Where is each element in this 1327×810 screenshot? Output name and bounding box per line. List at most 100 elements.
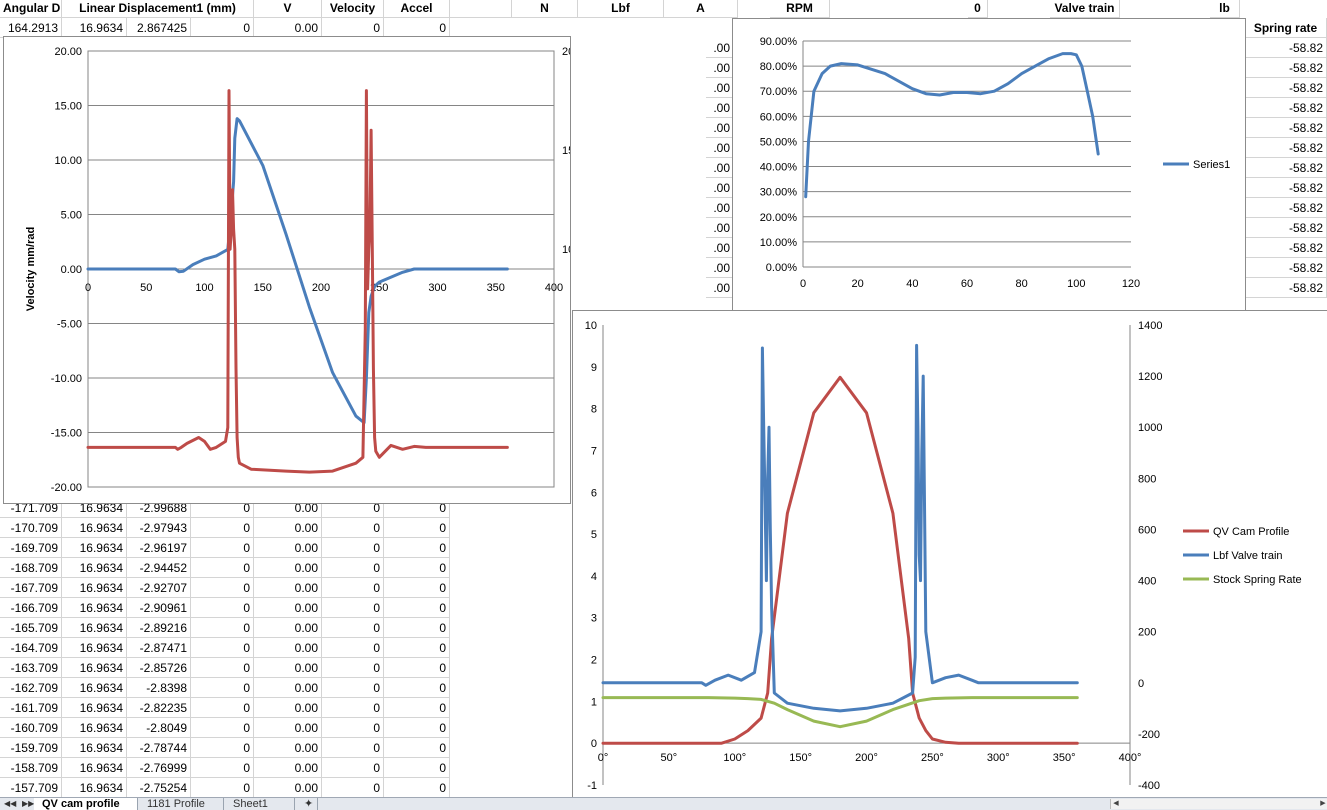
table-cell[interactable]: .00: [706, 198, 734, 218]
table-cell[interactable]: 0: [191, 578, 254, 598]
table-cell[interactable]: 16.9634: [62, 638, 127, 658]
table-cell[interactable]: 0: [191, 18, 254, 38]
table-cell[interactable]: -2.89216: [127, 618, 191, 638]
column-header[interactable]: Accel: [384, 0, 450, 18]
table-cell[interactable]: 0: [191, 558, 254, 578]
insert-sheet-icon[interactable]: ✦: [296, 798, 318, 810]
table-cell[interactable]: 16.9634: [62, 598, 127, 618]
table-cell[interactable]: 0: [322, 718, 384, 738]
table-cell[interactable]: 0.00: [254, 578, 322, 598]
next-sheet-icon[interactable]: ▶▶: [22, 799, 35, 808]
table-cell[interactable]: 0: [191, 718, 254, 738]
first-sheet-icon[interactable]: ◀◀: [4, 799, 17, 808]
table-cell[interactable]: 0: [322, 578, 384, 598]
scroll-left-icon[interactable]: ◀: [1113, 800, 1119, 807]
table-cell[interactable]: .00: [706, 118, 734, 138]
table-cell[interactable]: 0: [384, 638, 450, 658]
table-cell[interactable]: 16.9634: [62, 698, 127, 718]
table-cell[interactable]: -2.78744: [127, 738, 191, 758]
table-cell[interactable]: 0.00: [254, 538, 322, 558]
table-cell[interactable]: -159.709: [0, 738, 62, 758]
table-cell[interactable]: 0: [322, 518, 384, 538]
table-cell[interactable]: 0: [384, 778, 450, 797]
table-cell[interactable]: 16.9634: [62, 738, 127, 758]
table-cell[interactable]: 16.9634: [62, 538, 127, 558]
table-cell[interactable]: 0: [191, 638, 254, 658]
table-cell[interactable]: .00: [706, 98, 734, 118]
table-cell[interactable]: 0: [384, 758, 450, 778]
table-cell[interactable]: 0: [384, 518, 450, 538]
table-cell[interactable]: -2.8049: [127, 718, 191, 738]
table-cell[interactable]: -2.76999: [127, 758, 191, 778]
table-cell[interactable]: 16.9634: [62, 778, 127, 797]
table-cell[interactable]: 0: [384, 738, 450, 758]
table-cell[interactable]: 0: [191, 658, 254, 678]
table-cell[interactable]: -170.709: [0, 518, 62, 538]
scroll-right-icon[interactable]: ▶: [1320, 800, 1326, 807]
table-cell[interactable]: 16.9634: [62, 578, 127, 598]
column-header[interactable]: Velocity: [322, 0, 384, 18]
table-cell[interactable]: 0.00: [254, 758, 322, 778]
table-cell[interactable]: -58.82: [1245, 98, 1327, 118]
table-cell[interactable]: 0: [384, 658, 450, 678]
table-cell[interactable]: -163.709: [0, 658, 62, 678]
table-cell[interactable]: 0: [322, 658, 384, 678]
table-cell[interactable]: -160.709: [0, 718, 62, 738]
table-cell[interactable]: -2.8398: [127, 678, 191, 698]
table-cell[interactable]: -58.82: [1245, 278, 1327, 298]
column-header[interactable]: 0: [968, 0, 988, 18]
column-header[interactable]: lb: [1210, 0, 1240, 18]
table-cell[interactable]: 0.00: [254, 598, 322, 618]
table-cell[interactable]: 0.00: [254, 558, 322, 578]
table-cell[interactable]: 0: [384, 618, 450, 638]
table-cell[interactable]: 0: [191, 738, 254, 758]
table-cell[interactable]: 0: [384, 698, 450, 718]
chart-valve-train-frame[interactable]: 10 9 8 7 6 5 4 3 2 1 0 -1 0° 50° 100° 150° 200° 250° 300° 3…: [572, 310, 1327, 799]
table-cell[interactable]: -58.82: [1245, 258, 1327, 278]
table-cell[interactable]: 0: [384, 678, 450, 698]
sheet-tab[interactable]: 1181 Profile: [139, 798, 224, 810]
table-cell[interactable]: 16.9634: [62, 558, 127, 578]
table-cell[interactable]: 0: [322, 758, 384, 778]
table-cell[interactable]: .00: [706, 78, 734, 98]
column-header[interactable]: A: [664, 0, 738, 18]
column-header[interactable]: Valve train: [1050, 0, 1120, 18]
table-cell[interactable]: 0: [322, 558, 384, 578]
table-cell[interactable]: 0.00: [254, 658, 322, 678]
table-cell[interactable]: -2.87471: [127, 638, 191, 658]
table-cell[interactable]: 0: [322, 678, 384, 698]
column-header[interactable]: Spring rate: [1245, 18, 1327, 38]
table-cell[interactable]: 0.00: [254, 698, 322, 718]
table-cell[interactable]: -58.82: [1245, 158, 1327, 178]
table-cell[interactable]: 0: [384, 598, 450, 618]
table-cell[interactable]: 0.00: [254, 718, 322, 738]
column-header[interactable]: Linear Displacement1 (mm): [62, 0, 254, 18]
table-cell[interactable]: 0.00: [254, 638, 322, 658]
table-cell[interactable]: -58.82: [1245, 138, 1327, 158]
table-cell[interactable]: .00: [706, 218, 734, 238]
table-cell[interactable]: 16.9634: [62, 618, 127, 638]
table-cell[interactable]: -2.92707: [127, 578, 191, 598]
chart-efficiency-frame[interactable]: 90.00% 80.00% 70.00% 60.00% 50.00% 40.00% 30.0…: [732, 18, 1246, 311]
table-cell[interactable]: 16.9634: [62, 498, 127, 518]
table-cell[interactable]: 0.00: [254, 778, 322, 797]
table-cell[interactable]: -169.709: [0, 538, 62, 558]
table-cell[interactable]: -171.709: [0, 498, 62, 518]
table-cell[interactable]: 0: [191, 618, 254, 638]
table-cell[interactable]: -2.96197: [127, 538, 191, 558]
table-cell[interactable]: 0: [191, 778, 254, 797]
table-cell[interactable]: 2.867425: [127, 18, 191, 38]
table-cell[interactable]: .00: [706, 158, 734, 178]
table-cell[interactable]: 0: [191, 498, 254, 518]
table-cell[interactable]: 0: [322, 498, 384, 518]
table-cell[interactable]: 0: [322, 618, 384, 638]
table-cell[interactable]: 0: [322, 738, 384, 758]
table-cell[interactable]: -165.709: [0, 618, 62, 638]
table-cell[interactable]: -166.709: [0, 598, 62, 618]
table-cell[interactable]: 0: [322, 778, 384, 797]
table-cell[interactable]: 0.00: [254, 738, 322, 758]
table-cell[interactable]: .00: [706, 238, 734, 258]
table-cell[interactable]: 16.9634: [62, 18, 127, 38]
table-cell[interactable]: -158.709: [0, 758, 62, 778]
horizontal-scrollbar[interactable]: ◀ ▶: [1110, 799, 1327, 809]
